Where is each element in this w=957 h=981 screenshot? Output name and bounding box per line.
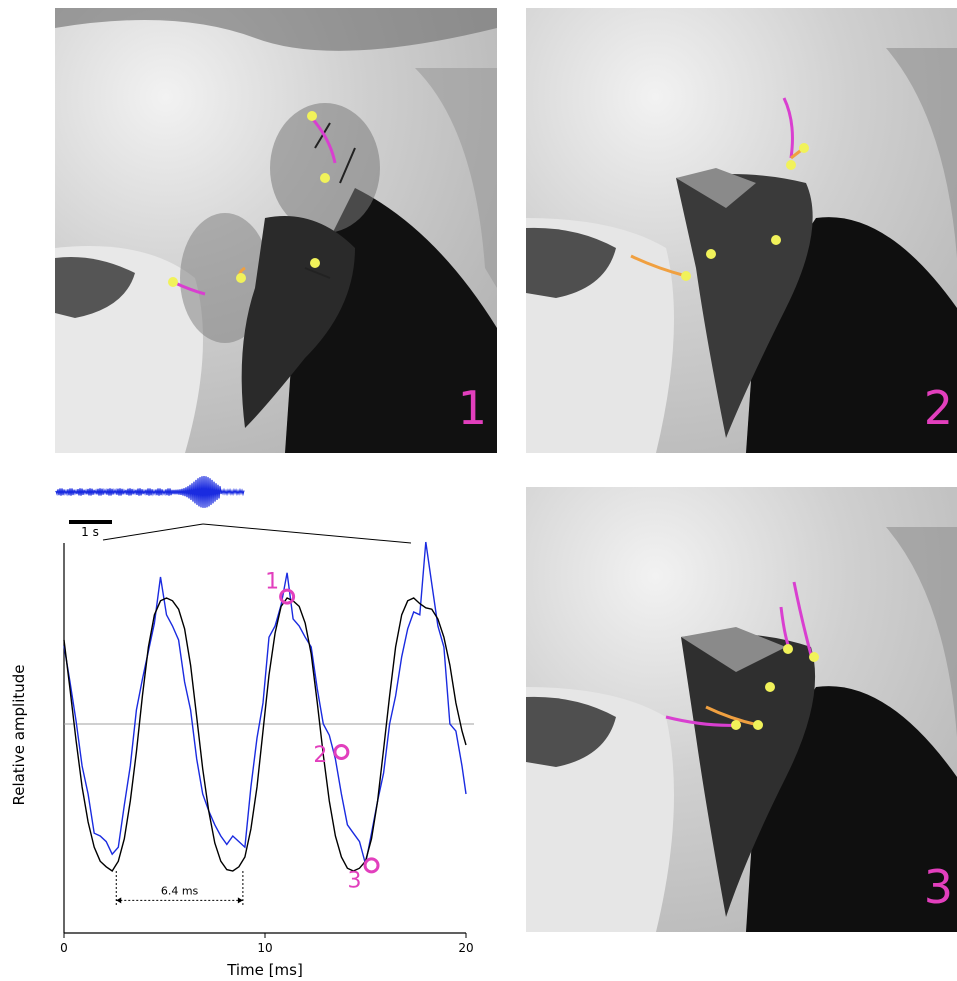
panel-label-1: 1 bbox=[457, 381, 487, 435]
panel-label-2: 2 bbox=[923, 381, 953, 435]
zoom-line-left bbox=[102, 523, 204, 541]
waveform-chart: 1 s 0 10 20 6.4 ms 1 2 3 Time [ms] Relative … bbox=[0, 455, 520, 981]
annotation-marker-1 bbox=[279, 588, 296, 605]
overview-waveform bbox=[55, 475, 245, 508]
x-tick-label-1: 10 bbox=[257, 941, 272, 955]
overview-signal bbox=[55, 475, 245, 508]
fly-photo-2 bbox=[526, 8, 957, 453]
panel-label-3: 3 bbox=[923, 860, 953, 914]
x-tick-label-2: 20 bbox=[458, 941, 473, 955]
x-axis-label: Time [ms] bbox=[226, 961, 303, 979]
period-arrow-left bbox=[116, 897, 122, 904]
series-fit bbox=[63, 597, 467, 872]
annotation-marker-2 bbox=[333, 744, 350, 760]
annotation-label-3: 3 bbox=[348, 868, 362, 893]
zoom-line-right bbox=[202, 523, 412, 544]
period-arrow-right bbox=[237, 897, 243, 904]
annotation-marker-3 bbox=[363, 857, 380, 874]
photo-panel-1: 1 bbox=[55, 8, 497, 453]
y-axis-label: Relative amplitude bbox=[10, 664, 28, 805]
period-label: 6.4 ms bbox=[161, 884, 199, 897]
annotation-label-2: 2 bbox=[313, 743, 327, 768]
overview-scale-label: 1 s bbox=[81, 525, 99, 539]
annotation-label-1: 1 bbox=[265, 570, 279, 595]
x-tick-label-0: 0 bbox=[60, 941, 68, 955]
photo-panel-2: 2 bbox=[526, 8, 957, 453]
fly-photo-3 bbox=[526, 487, 957, 932]
fly-photo-1 bbox=[55, 8, 497, 453]
waveform-chart-svg: 1 s 0 10 20 6.4 ms 1 2 3 Time [ms] Relative … bbox=[10, 475, 474, 979]
photo-panel-3: 3 bbox=[526, 487, 957, 932]
series-raw bbox=[63, 541, 467, 865]
